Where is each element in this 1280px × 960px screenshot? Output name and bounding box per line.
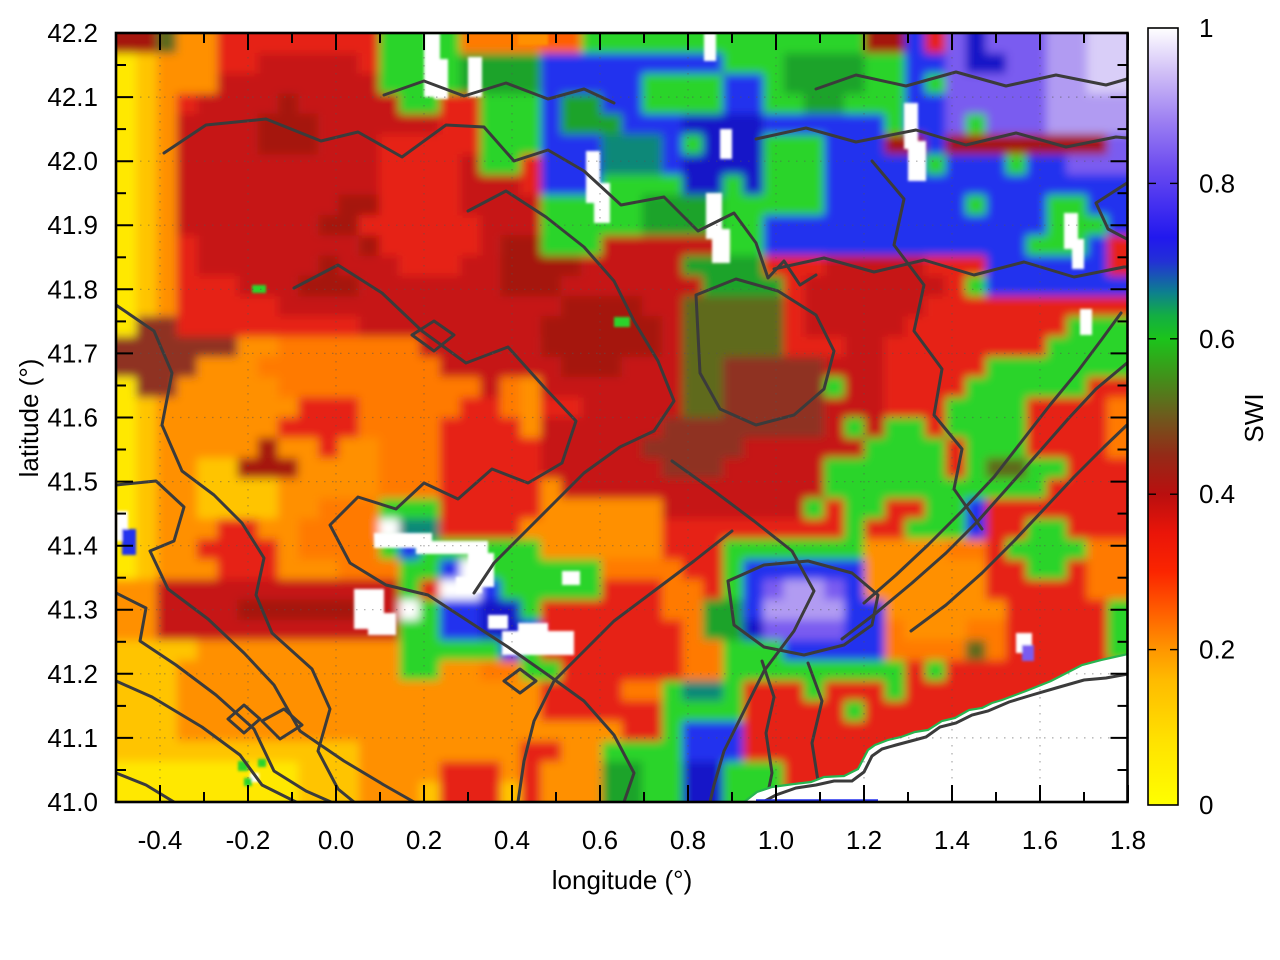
svg-text:41.4: 41.4: [47, 531, 98, 561]
svg-text:41.2: 41.2: [47, 659, 98, 689]
svg-text:41.6: 41.6: [47, 403, 98, 433]
svg-text:SWI: SWI: [1239, 393, 1269, 442]
svg-text:42.2: 42.2: [47, 18, 98, 48]
svg-text:0.2: 0.2: [406, 825, 442, 855]
svg-text:0.4: 0.4: [494, 825, 530, 855]
svg-text:1.4: 1.4: [934, 825, 970, 855]
svg-text:41.9: 41.9: [47, 210, 98, 240]
svg-text:latitude (°): latitude (°): [14, 359, 44, 478]
svg-text:0: 0: [1199, 790, 1213, 820]
svg-text:1.2: 1.2: [846, 825, 882, 855]
svg-text:0.4: 0.4: [1199, 479, 1235, 509]
svg-text:0.0: 0.0: [318, 825, 354, 855]
svg-text:0.6: 0.6: [582, 825, 618, 855]
svg-text:-0.4: -0.4: [138, 825, 183, 855]
svg-text:0.8: 0.8: [1199, 168, 1235, 198]
svg-text:1.0: 1.0: [758, 825, 794, 855]
svg-text:41.1: 41.1: [47, 723, 98, 753]
svg-text:41.5: 41.5: [47, 467, 98, 497]
svg-text:42.1: 42.1: [47, 82, 98, 112]
svg-text:longitude (°): longitude (°): [552, 865, 692, 895]
svg-text:0.2: 0.2: [1199, 635, 1235, 665]
svg-text:-0.2: -0.2: [226, 825, 271, 855]
svg-text:1.8: 1.8: [1110, 825, 1146, 855]
svg-text:1.6: 1.6: [1022, 825, 1058, 855]
svg-text:41.3: 41.3: [47, 595, 98, 625]
svg-text:41.7: 41.7: [47, 338, 98, 368]
svg-text:41.0: 41.0: [47, 787, 98, 817]
svg-text:41.8: 41.8: [47, 274, 98, 304]
svg-text:1: 1: [1199, 13, 1213, 43]
svg-text:0.8: 0.8: [670, 825, 706, 855]
svg-text:0.6: 0.6: [1199, 324, 1235, 354]
svg-text:42.0: 42.0: [47, 146, 98, 176]
